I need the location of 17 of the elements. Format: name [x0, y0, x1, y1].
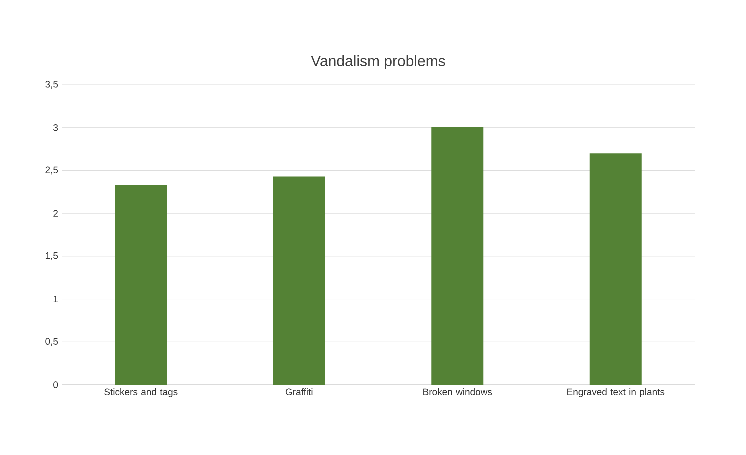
x-tick-label: Graffiti — [286, 388, 313, 396]
y-tick-label: 3,5 — [46, 81, 58, 89]
bar — [590, 154, 642, 385]
y-tick-label: 0,5 — [46, 338, 58, 346]
y-tick-label: 3 — [54, 124, 58, 132]
y-tick-label: 1 — [54, 296, 58, 303]
x-tick-label: Broken windows — [424, 388, 492, 396]
x-tick-label: Stickers and tags — [104, 388, 178, 398]
bar — [273, 176, 326, 385]
y-tick-label: 2,5 — [46, 166, 58, 175]
bar — [432, 127, 484, 385]
y-tick-label: 2 — [54, 210, 58, 217]
x-tick-label: Engraved text in plants — [568, 388, 665, 398]
chart-title: Vandalism problems — [311, 55, 446, 70]
bar — [115, 185, 168, 385]
y-tick-label: 1,5 — [46, 252, 58, 260]
y-tick-label: 0 — [54, 382, 58, 388]
